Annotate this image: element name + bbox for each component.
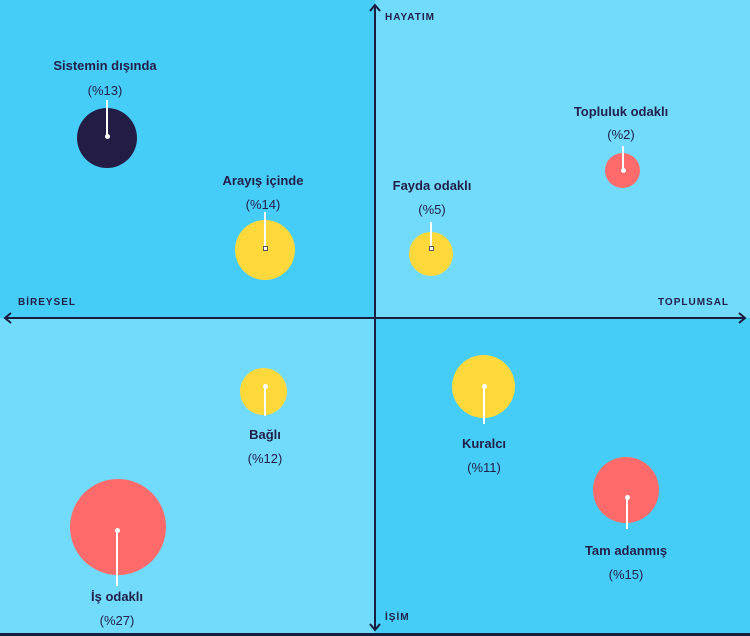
bubble-stem xyxy=(626,497,628,529)
bubble-stem xyxy=(430,222,432,248)
segment-name: Tam adanmış xyxy=(584,543,668,558)
segment-name: Bağlı xyxy=(249,427,281,442)
quadrant-bottom-right xyxy=(375,318,750,636)
bubble-stem xyxy=(264,212,266,248)
bubble-dot xyxy=(481,384,487,389)
segment-percent: (%14) xyxy=(245,197,281,212)
segment-name: Topluluk odaklı xyxy=(573,104,669,119)
segment-percent: (%12) xyxy=(247,451,283,466)
axis-arrow-right xyxy=(738,312,747,324)
bubble-dot xyxy=(104,134,110,139)
bubble-stem xyxy=(264,386,266,416)
axis-arrow-bottom xyxy=(369,623,381,632)
segment-percent: (%11) xyxy=(467,460,501,475)
bubble-dot xyxy=(624,495,630,500)
bubble-dot xyxy=(114,528,120,533)
axis-label-bottom: İŞİM xyxy=(385,612,410,623)
bubble-stem xyxy=(483,386,485,424)
bubble-stem xyxy=(116,530,118,586)
segment-percent: (%15) xyxy=(608,567,644,582)
segment-name: Arayış içinde xyxy=(222,173,304,188)
segment-percent: (%13) xyxy=(87,83,123,98)
bubble-stem xyxy=(106,100,108,136)
bubble-circle xyxy=(240,368,287,415)
segment-percent: (%2) xyxy=(607,127,635,142)
axis-label-top: HAYATIM xyxy=(385,12,435,23)
segment-name: Kuralcı xyxy=(461,436,507,451)
segment-name: Sistemin dışında xyxy=(53,58,157,73)
segment-name: İş odaklı xyxy=(90,589,144,604)
axis-label-left: BİREYSEL xyxy=(18,297,77,308)
bottom-border xyxy=(0,633,750,636)
segment-percent: (%27) xyxy=(99,613,135,628)
bubble-marker xyxy=(262,246,268,251)
segment-percent: (%5) xyxy=(418,202,446,217)
segment-name: Fayda odaklı xyxy=(392,178,472,193)
quadrant-top-left xyxy=(0,0,375,318)
bubble-dot xyxy=(620,168,626,173)
axis-arrow-left xyxy=(3,312,12,324)
quadrant-bottom-left xyxy=(0,318,375,636)
axis-label-right: TOPLUMSAL xyxy=(658,297,730,308)
bubble-dot xyxy=(262,384,268,389)
bubble-marker xyxy=(428,246,434,251)
bubble-circle xyxy=(70,479,166,575)
bubble-stem xyxy=(622,146,624,170)
axis-arrow-top xyxy=(369,3,381,12)
